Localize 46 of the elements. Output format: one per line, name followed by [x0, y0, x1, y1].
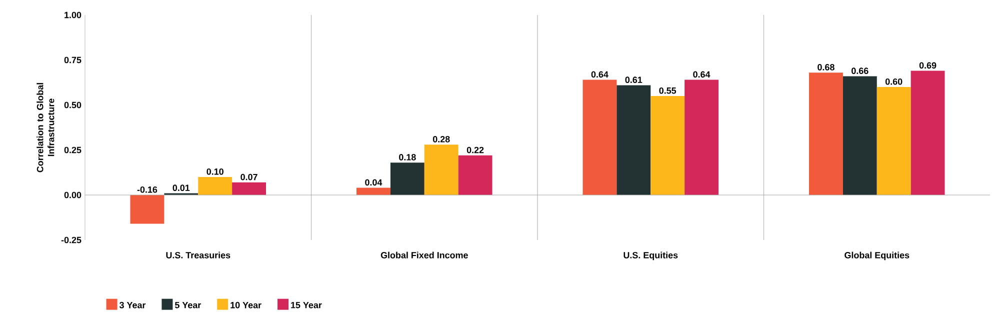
bar [616, 85, 651, 195]
bar [684, 80, 719, 195]
data-label: 0.22 [466, 146, 484, 154]
data-label: 0.18 [399, 154, 416, 160]
bar [198, 177, 232, 195]
x-tick-label: U.S. Treasuries [166, 252, 230, 258]
bar [390, 162, 424, 195]
bar [424, 144, 458, 195]
data-label: 0.69 [919, 62, 936, 69]
data-label: 0.10 [206, 168, 224, 175]
bar [842, 76, 877, 195]
data-label: 0.01 [172, 184, 190, 192]
bar [130, 195, 164, 224]
bar [356, 188, 390, 195]
data-label: 0.64 [591, 71, 608, 78]
data-label: 0.28 [432, 136, 450, 142]
bar [650, 96, 685, 195]
data-label: 0.68 [818, 64, 834, 70]
y-tick-label: 0.75 [64, 56, 82, 64]
y-axis-title: Correlation to Global Infrastructure [36, 83, 54, 172]
bar [876, 87, 911, 195]
bar [910, 70, 945, 195]
legend-label: 5 Year [174, 302, 201, 308]
y-tick-label: 1.00 [64, 12, 82, 18]
data-label: 0.07 [240, 174, 258, 180]
x-tick-label: Global Fixed Income [380, 252, 468, 258]
data-label: 0.61 [625, 76, 642, 84]
y-tick-label: 0.00 [64, 192, 82, 198]
x-tick-label: Global Equities [844, 252, 910, 260]
legend-label: 15 Year [291, 302, 322, 308]
bar [809, 72, 843, 195]
bar [232, 182, 266, 195]
x-tick-label: U.S. Equities [624, 252, 678, 260]
data-label: 0.60 [885, 78, 902, 85]
bar [582, 80, 617, 195]
data-label: 0.66 [852, 68, 868, 74]
data-label: 0.55 [659, 87, 676, 94]
data-label: 0.64 [693, 71, 710, 78]
y-tick-label: 0.25 [64, 146, 82, 154]
y-tick-label: 0.50 [64, 102, 82, 108]
data-label: 0.04 [365, 179, 382, 186]
data-label: -0.16 [137, 186, 158, 193]
legend-label: 10 Year [230, 302, 262, 308]
y-tick-label: -0.25 [61, 236, 82, 244]
legend-label: 3 Year [119, 302, 146, 308]
bar [458, 155, 492, 195]
